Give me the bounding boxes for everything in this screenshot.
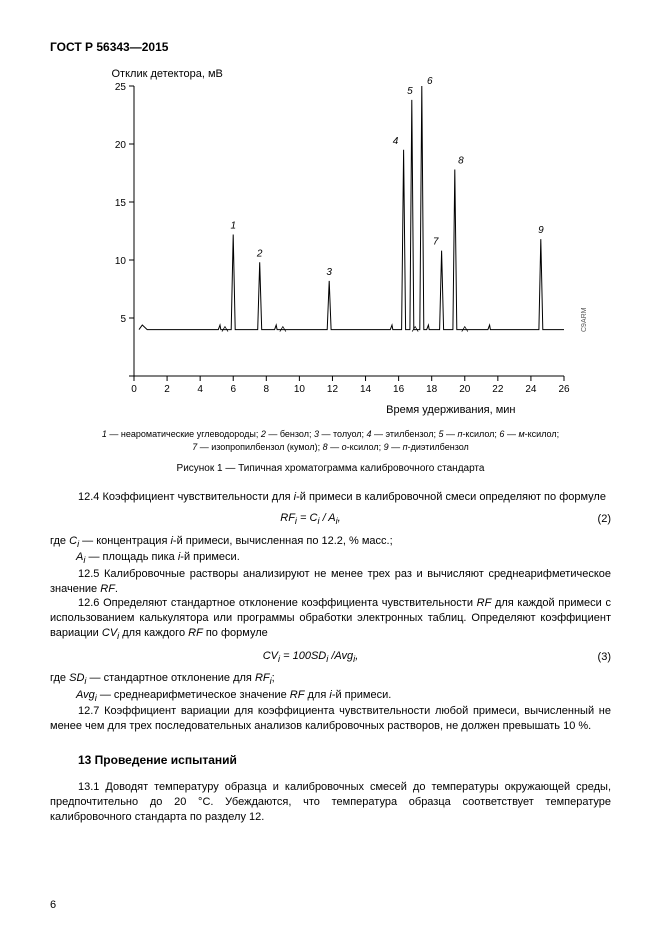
- y-axis-title: Отклик детектора, мВ: [112, 68, 223, 80]
- svg-text:10: 10: [293, 384, 305, 395]
- svg-text:15: 15: [114, 198, 126, 209]
- svg-text:22: 22: [492, 384, 504, 395]
- formula-2: RFi = Ci / Ai, (2): [50, 511, 611, 528]
- figure-legend: 1 — неароматические углеводороды; 2 — бе…: [50, 428, 611, 453]
- svg-text:20: 20: [114, 140, 126, 151]
- formula-2-num: (2): [571, 512, 611, 527]
- body-text: 12.4 Коэффициент чувствительности для i-…: [50, 490, 611, 825]
- svg-text:2: 2: [255, 248, 262, 259]
- svg-text:16: 16: [393, 384, 405, 395]
- legend-line-1: 1 — неароматические углеводороды; 2 — бе…: [50, 428, 611, 441]
- page-number: 6: [50, 899, 56, 911]
- where-3-avg: Avgi — среднеарифметическое значение RF …: [50, 688, 611, 705]
- para-12-4: 12.4 Коэффициент чувствительности для i-…: [50, 490, 611, 505]
- svg-text:10: 10: [114, 256, 126, 267]
- legend-line-2: 7 — изопропилбензол (кумол); 8 — о-ксило…: [50, 441, 611, 454]
- figure-caption: Рисунок 1 — Типичная хроматограмма калиб…: [50, 463, 611, 474]
- svg-text:12: 12: [326, 384, 338, 395]
- svg-text:4: 4: [197, 384, 203, 395]
- svg-text:14: 14: [359, 384, 371, 395]
- svg-text:1: 1: [230, 220, 236, 231]
- formula-3: CVi = 100SDi /Avgi, (3): [50, 649, 611, 666]
- svg-text:2: 2: [164, 384, 170, 395]
- doc-header: ГОСТ Р 56343—2015: [50, 40, 611, 54]
- svg-text:6: 6: [426, 76, 432, 87]
- chart-side-label: C9ARM: [581, 307, 588, 332]
- x-axis-title: Время удерживания, мин: [86, 404, 576, 416]
- svg-text:24: 24: [525, 384, 537, 395]
- chart-svg: 5101520250246810121416182022242612345678…: [86, 72, 576, 402]
- para-12-6: 12.6 Определяют стандартное отклонение к…: [50, 596, 611, 642]
- svg-text:0: 0: [131, 384, 137, 395]
- formula-2-text: RFi = Ci / Ai,: [50, 511, 571, 528]
- svg-text:6: 6: [230, 384, 236, 395]
- svg-text:4: 4: [392, 136, 398, 147]
- where-2-ai: Ai — площадь пика i-й примеси.: [50, 550, 611, 567]
- formula-3-text: CVi = 100SDi /Avgi,: [50, 649, 571, 666]
- svg-text:26: 26: [558, 384, 570, 395]
- para-13-1: 13.1 Доводят температуру образца и калиб…: [50, 780, 611, 825]
- svg-text:18: 18: [426, 384, 438, 395]
- where-2-ci: где Ci — концентрация i-й примеси, вычис…: [50, 534, 611, 551]
- para-12-5: 12.5 Калибровочные растворы анализируют …: [50, 567, 611, 597]
- section-13-title: 13 Проведение испытаний: [78, 752, 611, 768]
- page: ГОСТ Р 56343—2015 Отклик детектора, мВ 5…: [0, 0, 661, 935]
- svg-text:8: 8: [458, 156, 464, 167]
- svg-text:9: 9: [538, 225, 544, 236]
- formula-3-num: (3): [571, 650, 611, 665]
- chromatogram-chart: Отклик детектора, мВ 5101520250246810121…: [86, 72, 576, 416]
- svg-text:5: 5: [120, 314, 126, 325]
- svg-text:25: 25: [114, 82, 126, 93]
- svg-text:3: 3: [326, 267, 332, 278]
- para-12-7: 12.7 Коэффициент вариации для коэффициен…: [50, 704, 611, 734]
- where-3-sd: где SDi — стандартное отклонение для RFi…: [50, 671, 611, 688]
- svg-text:8: 8: [263, 384, 269, 395]
- svg-text:5: 5: [407, 86, 413, 97]
- svg-text:7: 7: [432, 237, 438, 248]
- svg-text:20: 20: [459, 384, 471, 395]
